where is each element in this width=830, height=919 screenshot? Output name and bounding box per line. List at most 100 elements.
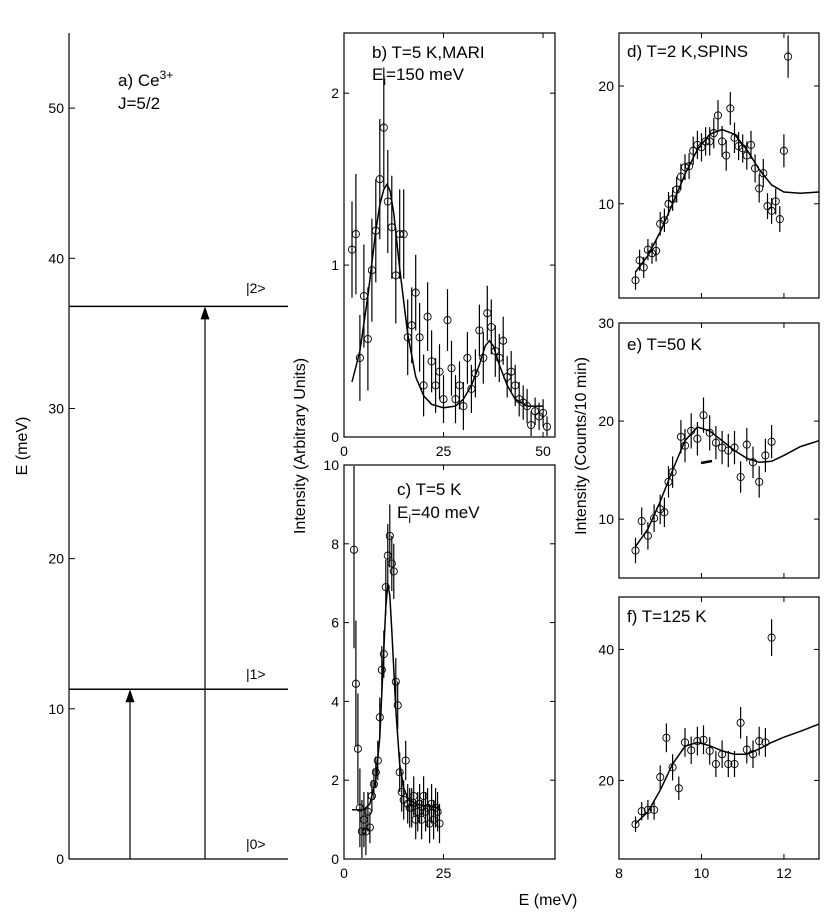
data-point	[767, 437, 776, 446]
data-point	[631, 546, 640, 555]
panel-d: 10 20 d) T=2 K,SPINS	[598, 32, 820, 299]
panel-b: 0 1 2 0 25 50 b) T=5 K,MARI Ei=150 meV	[331, 32, 556, 459]
ytick-label: 10	[323, 457, 339, 473]
data-point	[542, 422, 552, 431]
data-point	[377, 665, 386, 674]
ytick-label: 2	[331, 85, 339, 101]
ytick-label: 10	[598, 511, 614, 527]
panel-a-level1-label: |1>	[246, 666, 266, 682]
data-point	[736, 472, 745, 482]
data-point	[726, 104, 735, 113]
panel-a-ticks: 0 10 20 30 40 50	[48, 100, 75, 867]
data-point	[391, 677, 400, 686]
data-point	[435, 367, 444, 376]
panel-f-ticks: 20 40 8 10 12	[598, 597, 819, 881]
data-point	[363, 334, 372, 344]
panel-a-title: a) Ce3+	[118, 68, 173, 90]
transition-arrow-head	[125, 689, 135, 703]
data-point	[699, 411, 708, 420]
panel-b-ei-e: E	[372, 65, 383, 84]
data-point	[660, 216, 669, 225]
data-point	[650, 514, 659, 523]
panel-d-ticks: 10 20	[598, 33, 819, 298]
data-point	[397, 787, 406, 797]
ytick-label: 2	[331, 772, 339, 788]
panel-a-ytick-label: 0	[56, 851, 64, 867]
data-point	[385, 531, 394, 540]
ytick-label: 6	[331, 615, 339, 631]
data-point	[755, 477, 764, 486]
data-point	[767, 633, 776, 642]
panel-e-fit	[634, 426, 820, 548]
data-point	[643, 531, 652, 540]
data-point	[711, 438, 720, 447]
data-point	[736, 718, 745, 727]
data-point	[748, 750, 758, 759]
panel-b-title: b) T=5 K,MARI	[372, 43, 485, 62]
data-point	[662, 733, 671, 742]
data-point	[367, 791, 376, 801]
data-point	[415, 333, 424, 342]
data-point	[369, 780, 378, 789]
data-point	[639, 263, 648, 272]
ytick-label: 0	[331, 429, 339, 445]
panel-a-ytick-label: 30	[48, 400, 64, 416]
data-point	[748, 458, 758, 467]
panel-c-points	[349, 466, 444, 858]
data-point	[463, 353, 472, 362]
ytick-label: 4	[331, 693, 339, 709]
panel-a-ylabel: E (meV)	[14, 417, 31, 476]
data-point	[656, 773, 665, 782]
data-point	[433, 807, 442, 816]
xtick-label: 0	[340, 865, 348, 881]
panel-a-ytick-label: 50	[48, 100, 64, 116]
xtick-label: 10	[694, 865, 710, 881]
data-point	[399, 230, 408, 239]
panel-c-title: c) T=5 K	[397, 480, 462, 499]
data-point	[724, 759, 733, 769]
data-point	[680, 738, 690, 747]
data-point	[355, 353, 364, 362]
panel-b-frame	[343, 32, 556, 438]
ytick-label: 8	[331, 536, 339, 552]
data-point	[746, 140, 756, 149]
data-point	[687, 746, 696, 755]
xtick-label: 50	[535, 443, 551, 459]
panel-a-ytick-label: 10	[48, 701, 64, 717]
data-point	[718, 750, 727, 759]
data-point	[523, 402, 532, 411]
panel-a-levels	[69, 305, 288, 691]
data-point	[759, 169, 768, 178]
data-point	[365, 823, 374, 832]
panel-d-fit	[634, 128, 820, 273]
panel-f-frame	[618, 596, 820, 860]
data-point	[375, 713, 384, 722]
data-point	[652, 246, 661, 255]
panel-e: 10 20 30 e) T=50 K Intensity (Counts/10 mi…	[573, 315, 820, 579]
panel-d-title: d) T=2 K,SPINS	[627, 42, 748, 61]
data-point	[499, 336, 508, 345]
ytick-label: 0	[331, 851, 339, 867]
xtick-label: 25	[436, 443, 452, 459]
data-point	[668, 468, 677, 477]
panel-b-ei: Ei=150 meV	[372, 65, 465, 88]
data-point	[693, 434, 702, 443]
panel-e-frame	[618, 322, 820, 579]
data-point	[713, 111, 723, 120]
xtick-label: 25	[436, 865, 452, 881]
data-point	[730, 759, 739, 769]
data-point	[439, 395, 448, 404]
panel-a-ytick-label: 20	[48, 551, 64, 567]
data-point	[637, 807, 646, 816]
data-point	[742, 440, 751, 449]
data-point	[419, 381, 428, 390]
xtick-label: 8	[615, 865, 623, 881]
data-point	[680, 441, 690, 450]
panel-e-ticks: 10 20 30	[598, 315, 819, 578]
data-point	[751, 164, 760, 173]
data-point	[674, 784, 683, 793]
data-point	[668, 763, 677, 772]
panel-b-points	[347, 67, 552, 436]
